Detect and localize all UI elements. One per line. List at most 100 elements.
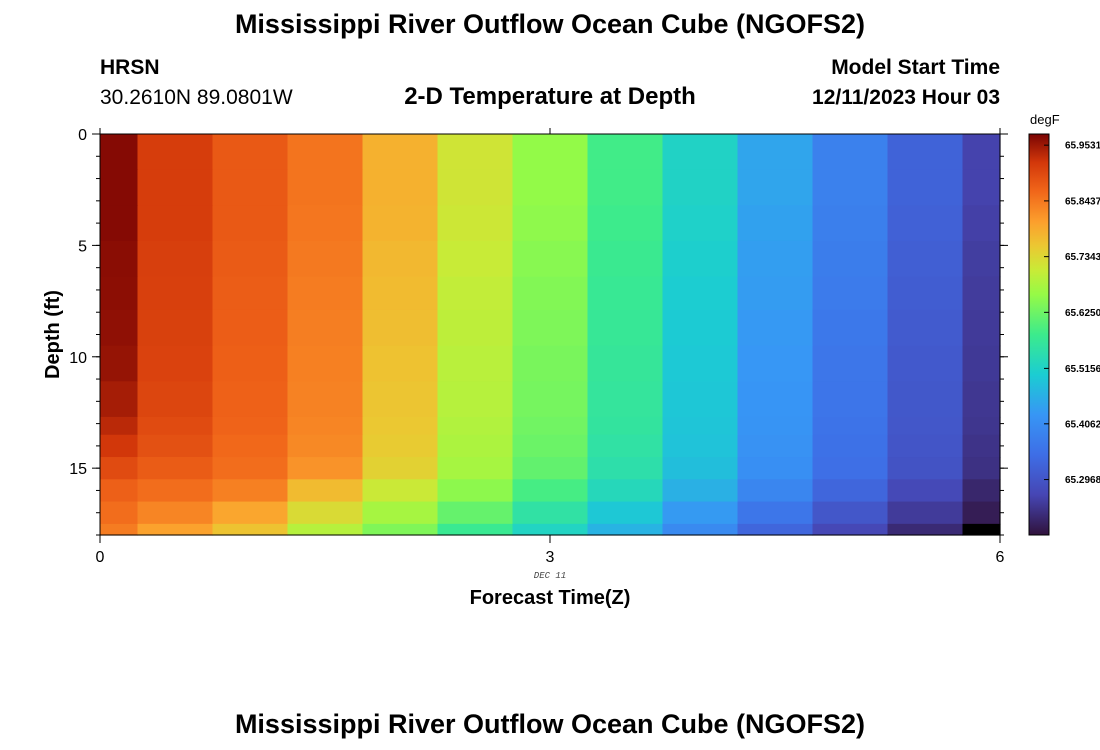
footer-title: Mississippi River Outflow Ocean Cube (NG… (234, 709, 866, 739)
heatmap-cell (887, 240, 964, 278)
heatmap-cell (287, 309, 364, 347)
heatmap-cell (812, 205, 889, 242)
heatmap-cell (962, 276, 1001, 311)
heatmap-cell (812, 381, 889, 418)
heatmap-cell (287, 345, 364, 382)
heatmap-cell (587, 523, 664, 536)
y-tick-label: 0 (78, 127, 87, 144)
x-tick-label: 0 (96, 549, 105, 566)
heatmap-cell (287, 523, 364, 536)
heatmap-cell (362, 169, 439, 206)
heatmap-cell (662, 479, 739, 503)
heatmap-cell (437, 205, 514, 242)
heatmap-cell (512, 381, 589, 418)
y-axis-label: Depth (ft) (42, 290, 64, 379)
heatmap-cell (887, 479, 964, 503)
model-start-label: Model Start Time (831, 56, 1000, 79)
heatmap-cell (587, 434, 664, 458)
heatmap-cell (137, 479, 214, 503)
heatmap-cell (887, 276, 964, 311)
chart-subtitle: 2-D Temperature at Depth (404, 83, 696, 110)
heatmap-cell (437, 416, 514, 436)
heatmap-cell (662, 501, 739, 525)
heatmap-cell (737, 479, 814, 503)
heatmap-cell (962, 457, 1001, 480)
y-tick-label: 15 (69, 461, 87, 478)
heatmap-cell (737, 457, 814, 480)
x-axis-date-label: DEC 11 (534, 571, 566, 581)
colorbar-tick-label: 65.2968 (1065, 475, 1100, 486)
heatmap-cell (212, 240, 289, 278)
heatmap-cell (512, 479, 589, 503)
heatmap-cell (512, 134, 589, 171)
x-tick-label: 3 (546, 549, 555, 566)
heatmap-cell (137, 134, 214, 171)
heatmap-cell (887, 381, 964, 418)
heatmap-cell (437, 501, 514, 525)
heatmap-cell (962, 479, 1001, 503)
heatmap-cell (587, 276, 664, 311)
heatmap-cell (137, 309, 214, 347)
heatmap-cell (287, 501, 364, 525)
heatmap-cell (212, 169, 289, 206)
heatmap-cell (100, 457, 139, 480)
axes: 0 3 6 0 5 10 15 (69, 127, 1008, 566)
heatmap-cell (512, 169, 589, 206)
heatmap-cell (737, 501, 814, 525)
heatmap-cell (587, 240, 664, 278)
heatmap-cell (212, 457, 289, 480)
heatmap-cell (512, 523, 589, 536)
x-tick-label: 6 (996, 549, 1005, 566)
heatmap-cell (437, 457, 514, 480)
heatmap-cell (100, 416, 139, 436)
heatmap-cell (437, 169, 514, 206)
heatmap-cell (437, 309, 514, 347)
heatmap-cell (100, 240, 139, 278)
heatmap-cell (662, 309, 739, 347)
heatmap-cell (137, 345, 214, 382)
heatmap-cell (137, 501, 214, 525)
heatmap-cell (587, 501, 664, 525)
heatmap-cell (587, 457, 664, 480)
heatmap-cell (587, 309, 664, 347)
heatmap-cell (437, 434, 514, 458)
heatmap-cell (587, 169, 664, 206)
heatmap-cell (137, 381, 214, 418)
heatmap-cell (137, 240, 214, 278)
heatmap-cell (100, 479, 139, 503)
heatmap-cell (737, 523, 814, 536)
heatmap-cell (362, 416, 439, 436)
heatmap-cell (662, 276, 739, 311)
heatmap-cell (212, 479, 289, 503)
heatmap-cell (362, 134, 439, 171)
heatmap-cell (662, 205, 739, 242)
heatmap-cell (512, 434, 589, 458)
heatmap-cell (287, 434, 364, 458)
heatmap-cell (137, 457, 214, 480)
heatmap-cell (100, 276, 139, 311)
heatmap-cell (737, 434, 814, 458)
heatmap-cell (962, 434, 1001, 458)
heatmap-cell (287, 479, 364, 503)
heatmap-cells (100, 134, 1001, 536)
heatmap-cell (887, 134, 964, 171)
heatmap-cell (737, 134, 814, 171)
heatmap-cell (887, 434, 964, 458)
model-start-value: 12/11/2023 Hour 03 (812, 86, 1000, 109)
heatmap-cell (212, 434, 289, 458)
heatmap-cell (587, 134, 664, 171)
heatmap-cell (437, 479, 514, 503)
heatmap-cell (887, 309, 964, 347)
colorbar: 65.9531 65.8437 65.7343 65.6250 65.5156 65.40… (1028, 133, 1100, 536)
heatmap-cell (887, 501, 964, 525)
heatmap-cell (737, 309, 814, 347)
heatmap-cell (137, 416, 214, 436)
heatmap-cell (587, 345, 664, 382)
heatmap-cell (362, 205, 439, 242)
heatmap-cell (212, 381, 289, 418)
y-tick-label: 10 (69, 350, 87, 367)
heatmap-cell (212, 205, 289, 242)
colorbar-tick-label: 65.5156 (1065, 364, 1100, 375)
heatmap-cell (137, 169, 214, 206)
heatmap-cell (137, 205, 214, 242)
